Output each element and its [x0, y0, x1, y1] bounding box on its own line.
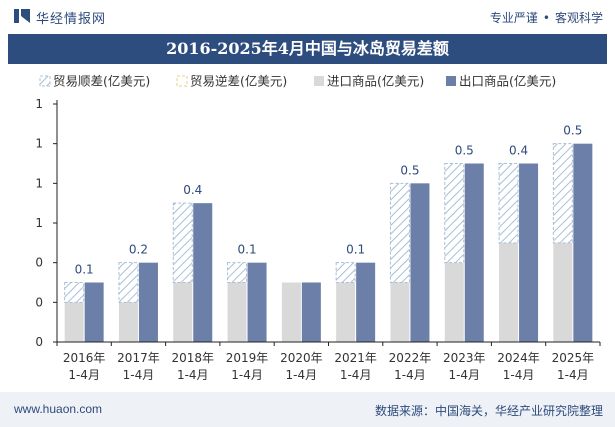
y-axis: 0 0 0 1 1 1 1	[35, 97, 58, 349]
y-tick-label: 0	[35, 335, 43, 349]
tagline-right: 客观科学	[554, 11, 603, 25]
surplus-bar	[444, 163, 465, 264]
x-tick-label: 2023年	[443, 351, 486, 365]
chart-title: 2016-2025年4月中国与冰岛贸易差额	[166, 39, 449, 58]
header-bar: 华经情报网 专业严谨 • 客观科学	[0, 0, 615, 32]
x-tick-label: 1-4月	[68, 368, 100, 382]
x-tick-label: 1-4月	[231, 368, 263, 382]
x-tick-label: 1-4月	[448, 368, 480, 382]
x-tick-label: 2022年	[389, 351, 432, 365]
x-tick-label: 1-4月	[123, 368, 155, 382]
import-bar	[444, 262, 464, 342]
y-tick-label: 0	[35, 295, 43, 309]
import-bar	[118, 302, 138, 342]
x-tick-label: 2024年	[497, 351, 540, 365]
y-tick-label: 1	[35, 97, 43, 111]
surplus-value-label: 0.4	[183, 183, 202, 197]
surplus-value-label: 0.4	[509, 144, 528, 158]
x-tick-label: 1-4月	[503, 368, 535, 382]
export-bar	[356, 262, 376, 342]
export-bar	[84, 282, 104, 342]
legend-label: 贸易逆差(亿美元)	[190, 74, 287, 89]
surplus-bar	[227, 262, 248, 284]
legend-swatch-deficit	[176, 75, 188, 87]
x-tick-label: 2025年	[552, 351, 595, 365]
footer-source: 数据来源：中国海关，华经产业研究院整理	[375, 402, 603, 419]
y-tick-label: 1	[35, 176, 43, 190]
y-tick-label: 1	[35, 216, 43, 230]
import-bar	[336, 282, 356, 342]
x-tick-label: 2018年	[171, 351, 214, 365]
surplus-bar	[498, 163, 519, 244]
bars-group: 0.1 0.2 0.4 0.1 0.1 0.5 0.5 0.4 0.5	[64, 124, 593, 342]
x-tick-label: 1-4月	[557, 368, 589, 382]
surplus-bar	[118, 262, 139, 303]
x-tick-label: 1-4月	[177, 368, 209, 382]
x-tick-label: 1-4月	[286, 368, 318, 382]
surplus-bar	[335, 262, 356, 284]
y-tick-label: 1	[35, 137, 43, 151]
tagline-dot: •	[542, 11, 550, 25]
x-tick-label: 2017年	[117, 351, 160, 365]
tagline: 专业严谨 • 客观科学	[490, 9, 603, 26]
footer: www.huaon.com 数据来源：中国海关，华经产业研究院整理	[0, 392, 615, 427]
tagline-left: 专业严谨	[489, 11, 538, 25]
import-bar	[281, 282, 301, 342]
surplus-value-label: 0.5	[455, 144, 474, 158]
export-bar	[138, 262, 158, 342]
legend-swatch-import	[314, 76, 324, 86]
surplus-value-label: 0.2	[129, 243, 148, 257]
x-axis: 2016年 1-4月 2017年 1-4月 2018年 1-4月 2019年 1-4月 2020…	[56, 341, 601, 382]
export-bar	[193, 203, 213, 342]
x-tick-label: 2019年	[226, 351, 269, 365]
footer-url[interactable]: www.huaon.com	[14, 402, 103, 416]
export-bar	[301, 282, 321, 342]
surplus-value-label: 0.1	[238, 243, 257, 257]
legend-label: 出口商品(亿美元)	[459, 74, 556, 89]
legend-swatch-surplus	[39, 75, 51, 87]
logo-icon	[14, 9, 30, 23]
export-bar	[464, 163, 484, 342]
brand-name: 华经情报网	[36, 12, 107, 27]
title-bar: 2016-2025年4月中国与冰岛贸易差额	[8, 34, 607, 64]
surplus-bar	[64, 282, 85, 303]
surplus-bar	[552, 143, 573, 244]
chart-legend: 贸易顺差(亿美元) 贸易逆差(亿美元) 进口商品(亿美元) 出口商品(亿美元)	[39, 74, 556, 89]
source-label: 数据来源：	[374, 404, 435, 418]
import-bar	[227, 282, 247, 342]
surplus-value-label: 0.1	[75, 263, 94, 277]
import-bar	[553, 242, 573, 342]
legend-swatch-export	[446, 76, 456, 86]
import-bar	[64, 302, 84, 342]
legend-label: 进口商品(亿美元)	[327, 74, 424, 89]
x-tick-label: 1-4月	[394, 368, 426, 382]
legend-label: 贸易顺差(亿美元)	[53, 74, 150, 89]
x-tick-label: 2020年	[280, 351, 323, 365]
import-bar	[499, 242, 519, 342]
chart-area: 贸易顺差(亿美元) 贸易逆差(亿美元) 进口商品(亿美元) 出口商品(亿美元) 000…	[35, 74, 601, 382]
import-bar	[390, 282, 410, 342]
export-bar	[573, 143, 593, 342]
surplus-bar	[172, 202, 193, 284]
surplus-value-label: 0.5	[563, 124, 582, 138]
x-tick-label: 1-4月	[340, 368, 372, 382]
surplus-value-label: 0.1	[346, 243, 365, 257]
export-bar	[247, 262, 267, 342]
x-tick-label: 2016年	[63, 351, 106, 365]
y-tick-label: 0	[35, 256, 43, 270]
x-tick-label: 2021年	[334, 351, 377, 365]
source-text: 中国海关，华经产业研究院整理	[434, 404, 603, 418]
surplus-bar	[389, 182, 410, 283]
export-bar	[410, 183, 430, 342]
export-bar	[519, 163, 539, 342]
surplus-value-label: 0.5	[400, 163, 419, 177]
import-bar	[173, 282, 193, 342]
